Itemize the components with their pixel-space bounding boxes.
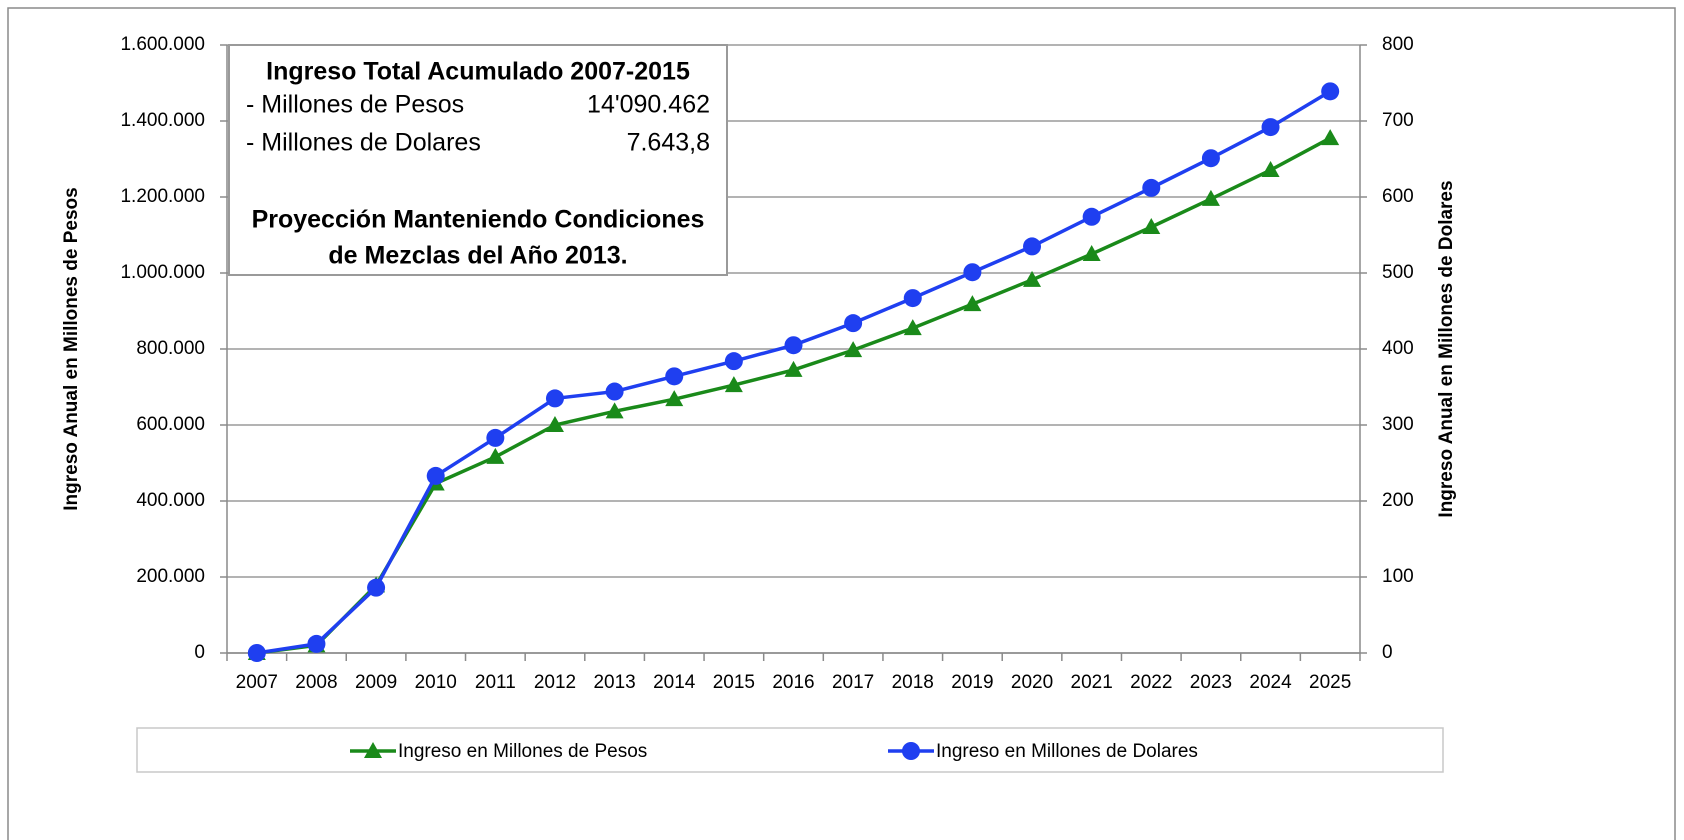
point: [903, 289, 922, 308]
point: [1023, 270, 1042, 287]
point: [1142, 218, 1161, 235]
x-tick-label: 2012: [534, 672, 576, 693]
point: [367, 578, 386, 597]
annotation-value: 14'090.462: [587, 91, 710, 119]
y2-tick-label: 400: [1382, 338, 1414, 359]
x-tick-label: 2014: [653, 672, 696, 693]
point: [784, 360, 803, 377]
annotation-label: - Millones de Pesos: [246, 91, 464, 119]
point: [486, 447, 505, 464]
point: [844, 314, 863, 333]
y2-tick-label: 600: [1382, 186, 1414, 207]
x-tick-label: 2023: [1190, 672, 1232, 693]
point: [1201, 149, 1220, 168]
y2-tick-label: 800: [1382, 34, 1414, 55]
point: [1082, 245, 1101, 261]
x-tick-label: 2007: [236, 672, 278, 693]
point: [1321, 82, 1340, 101]
point: [724, 352, 743, 371]
point: [963, 263, 982, 282]
point: [1201, 189, 1220, 206]
point: [364, 742, 382, 758]
point: [307, 634, 326, 653]
x-tick-label: 2009: [355, 672, 397, 693]
y2-tick-label: 0: [1382, 642, 1393, 663]
x-tick-label: 2008: [295, 672, 337, 693]
y2-tick-label: 300: [1382, 414, 1414, 435]
point: [426, 466, 445, 485]
x-tick-label: 2010: [415, 672, 457, 693]
x-tick-label: 2013: [593, 672, 635, 693]
x-tick-label: 2017: [832, 672, 874, 693]
point: [784, 336, 803, 355]
y-tick-label: 600.000: [136, 414, 205, 435]
x-tick-label: 2018: [892, 672, 934, 693]
point: [1321, 129, 1340, 146]
point: [844, 341, 863, 358]
y-tick-label: 400.000: [136, 490, 205, 511]
annotation-label: - Millones de Dolares: [246, 129, 481, 157]
point: [1261, 118, 1280, 137]
x-tick-label: 2020: [1011, 672, 1053, 693]
annotation-value: 7.643,8: [627, 129, 710, 157]
annotation-box: [228, 44, 728, 276]
point: [665, 390, 684, 407]
x-tick-label: 2021: [1071, 672, 1113, 693]
y-tick-label: 800.000: [136, 338, 205, 359]
annotation-note: de Mezclas del Año 2013.: [328, 242, 627, 270]
y2-tick-label: 700: [1382, 110, 1414, 131]
point: [1261, 161, 1280, 178]
point: [486, 428, 505, 447]
point: [665, 367, 684, 386]
x-tick-label: 2025: [1309, 672, 1351, 693]
legend-box: [136, 727, 1444, 773]
point: [1023, 237, 1042, 256]
y2-tick-label: 500: [1382, 262, 1414, 283]
y-tick-label: 1.000.000: [120, 262, 205, 283]
point: [1082, 207, 1101, 226]
y-tick-label: 200.000: [136, 566, 205, 587]
point: [605, 382, 624, 401]
point: [1142, 178, 1161, 197]
y-axis-title: Ingreso Anual en Millones de Pesos: [61, 187, 82, 510]
x-tick-label: 2015: [713, 672, 755, 693]
y2-tick-label: 100: [1382, 566, 1414, 587]
x-tick-label: 2019: [951, 672, 993, 693]
point: [903, 319, 922, 336]
annotation-note: Proyección Manteniendo Condiciones: [252, 206, 705, 234]
point: [545, 389, 564, 408]
point: [247, 644, 266, 662]
y-tick-label: 1.600.000: [120, 34, 205, 55]
legend-label: Ingreso en Millones de Pesos: [398, 741, 647, 762]
point: [605, 402, 624, 419]
annotation-title: Ingreso Total Acumulado 2007-2015: [266, 58, 690, 86]
point: [724, 376, 743, 393]
y2-tick-label: 200: [1382, 490, 1414, 511]
point: [902, 742, 920, 760]
y-tick-label: 1.200.000: [120, 186, 205, 207]
x-tick-label: 2024: [1249, 672, 1292, 693]
point: [963, 295, 982, 312]
y-tick-label: 1.400.000: [120, 110, 205, 131]
legend-label: Ingreso en Millones de Dolares: [936, 741, 1198, 762]
x-tick-label: 2016: [772, 672, 814, 693]
x-tick-label: 2011: [475, 672, 516, 693]
point: [545, 416, 564, 432]
y-tick-label: 0: [194, 642, 205, 663]
x-tick-label: 2022: [1130, 672, 1172, 693]
y2-axis-title: Ingreso Anual en Millones de Dolares: [1436, 180, 1457, 517]
